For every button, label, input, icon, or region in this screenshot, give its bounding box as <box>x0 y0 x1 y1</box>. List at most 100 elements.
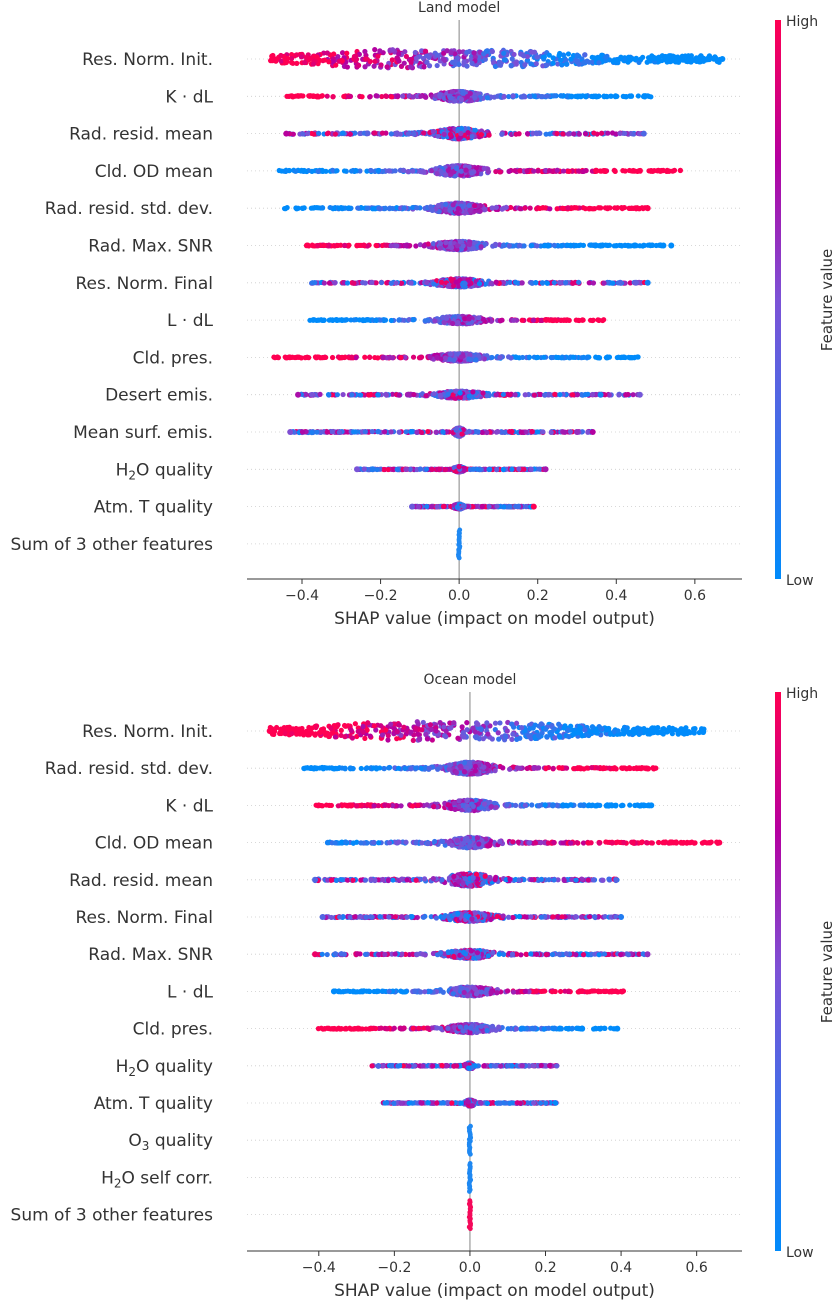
data-point <box>476 281 483 287</box>
data-point <box>493 392 499 398</box>
data-point <box>387 168 393 174</box>
data-point <box>431 281 437 287</box>
data-point <box>325 130 331 136</box>
data-point <box>584 355 590 361</box>
data-point <box>462 281 468 287</box>
data-point <box>551 242 557 248</box>
data-point <box>410 94 416 100</box>
data-point <box>612 94 619 100</box>
data-point <box>410 317 417 323</box>
data-point <box>399 93 406 99</box>
data-point <box>362 64 368 70</box>
data-point <box>304 130 311 137</box>
feature-label: Mean surf. emis. <box>73 423 213 443</box>
data-point <box>522 205 528 211</box>
feature-label: L · dL <box>167 311 213 331</box>
data-point <box>310 243 316 249</box>
data-point <box>595 205 602 211</box>
data-point <box>382 205 389 211</box>
feature-row: Rad. resid. mean <box>69 125 742 145</box>
data-point <box>372 130 378 136</box>
data-point <box>370 206 376 212</box>
data-point <box>599 130 605 136</box>
data-point <box>548 354 555 361</box>
data-point <box>289 60 295 66</box>
data-point <box>379 130 386 136</box>
data-point <box>437 240 444 247</box>
data-point <box>576 131 582 137</box>
data-point <box>596 60 602 66</box>
data-point <box>544 280 550 286</box>
data-point <box>351 280 357 286</box>
data-point <box>373 93 379 99</box>
data-point <box>533 280 539 286</box>
data-point <box>433 166 439 172</box>
data-point <box>633 55 639 61</box>
data-point <box>395 93 401 99</box>
data-point <box>512 279 519 285</box>
data-point <box>550 55 556 61</box>
data-point <box>300 131 306 137</box>
data-point <box>520 354 526 361</box>
data-point <box>402 49 408 55</box>
feature-row: K · dL <box>165 87 742 107</box>
data-point <box>381 317 388 323</box>
data-point <box>513 131 519 137</box>
data-point <box>310 93 316 100</box>
data-point <box>472 94 478 101</box>
data-point <box>294 354 300 360</box>
data-point <box>627 56 633 62</box>
data-point <box>319 93 325 99</box>
data-point <box>597 243 604 249</box>
data-point <box>524 168 530 174</box>
data-point <box>269 56 275 62</box>
data-point <box>283 168 289 175</box>
data-point <box>443 172 449 178</box>
outlier-point <box>617 279 624 286</box>
chart-title: Land model <box>418 0 500 16</box>
data-point <box>334 168 340 174</box>
data-point <box>388 280 394 286</box>
data-point <box>622 168 628 174</box>
data-point <box>609 130 616 136</box>
data-point <box>294 60 300 66</box>
data-point <box>556 52 562 59</box>
data-point <box>331 51 337 57</box>
data-point <box>457 390 463 396</box>
data-point <box>493 279 499 285</box>
data-point <box>424 52 430 59</box>
data-point <box>443 315 450 321</box>
data-point <box>332 131 338 137</box>
feature-label: Rad. Max. SNR <box>88 237 213 257</box>
data-point <box>435 202 441 209</box>
data-point <box>418 354 425 360</box>
data-point <box>481 51 487 57</box>
data-point <box>326 392 332 398</box>
data-point <box>390 47 396 53</box>
data-point <box>273 58 279 64</box>
data-point <box>405 131 412 137</box>
data-point <box>605 205 611 211</box>
outlier-point <box>668 242 675 249</box>
data-point <box>466 316 472 322</box>
data-point <box>322 57 328 63</box>
data-point <box>531 168 537 174</box>
outlier-point <box>295 391 302 398</box>
data-point <box>454 210 460 216</box>
data-point <box>496 61 502 67</box>
data-point <box>449 89 455 95</box>
data-point <box>616 392 622 398</box>
data-point <box>328 317 335 323</box>
feature-points <box>271 351 641 364</box>
data-point <box>499 206 505 212</box>
data-point <box>620 93 626 99</box>
data-point <box>589 391 596 398</box>
data-point <box>437 92 443 98</box>
data-point <box>333 62 339 68</box>
data-point <box>372 58 378 64</box>
data-point <box>547 206 553 212</box>
data-point <box>352 58 359 64</box>
data-point <box>396 317 402 323</box>
data-point <box>542 317 549 323</box>
data-point <box>492 241 499 247</box>
